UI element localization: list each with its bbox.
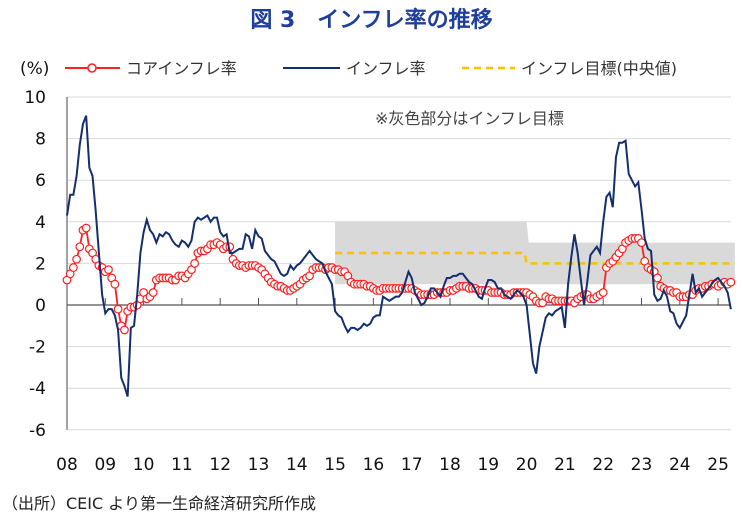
x-tick-label: 13 — [248, 455, 270, 475]
core-inflation-point — [598, 288, 608, 297]
x-tick-label: 10 — [133, 455, 155, 475]
x-tick-label: 12 — [209, 455, 231, 475]
x-tick-label: 20 — [516, 455, 538, 475]
x-tick-label: 19 — [477, 455, 499, 475]
core-inflation-point — [104, 265, 113, 275]
source-note: （出所）CEIC より第一生命経済研究所作成 — [2, 494, 316, 513]
legend-target-label: インフレ目標(中央値) — [521, 59, 677, 78]
y-tick-label: 6 — [35, 171, 46, 191]
x-tick-label: 17 — [401, 455, 423, 475]
core-inflation-point — [726, 277, 736, 287]
x-tick-label: 11 — [171, 455, 193, 475]
target-line — [335, 251, 735, 265]
core-inflation-point — [653, 273, 662, 283]
core-inflation-point — [120, 325, 129, 335]
y-tick-label: 0 — [35, 296, 46, 316]
x-tick-label: 18 — [439, 455, 461, 475]
gridlines: 10 8 6 4 2 0 -2 -4 -6 — [24, 88, 731, 441]
y-tick-label: -6 — [29, 421, 46, 441]
core-inflation-point — [81, 223, 91, 233]
core-inflation-point — [68, 263, 78, 272]
legend-core-marker — [87, 63, 97, 73]
x-tick-label: 14 — [286, 455, 308, 475]
y-tick-label: 4 — [35, 213, 46, 233]
core-inflation-point — [113, 304, 123, 314]
x-tick-label: 25 — [707, 455, 729, 475]
target-median-line — [335, 251, 735, 265]
x-tick-label: 08 — [56, 455, 78, 475]
y-axis-unit: (%) — [20, 59, 49, 79]
axes: 08 09 10 11 12 13 14 15 16 17 18 19 20 21 22 23 24 25 — [56, 97, 731, 475]
x-tick-label: 21 — [554, 455, 576, 475]
y-tick-label: -2 — [29, 338, 46, 358]
series-lines — [62, 115, 736, 397]
core-inflation-point — [148, 288, 158, 297]
legend-headline-label: インフレ率 — [346, 59, 426, 78]
x-tick-label: 23 — [631, 455, 653, 475]
legend-core-label: コアインフレ率 — [126, 59, 237, 78]
target-band-area — [335, 221, 735, 285]
core-inflation-point — [110, 279, 120, 289]
y-tick-label: 2 — [35, 254, 46, 274]
target-band — [335, 221, 735, 285]
legend: (%) コアインフレ率 インフレ率 インフレ目標(中央値) — [20, 59, 677, 79]
x-tick-label: 09 — [94, 455, 116, 475]
y-tick-label: -4 — [29, 379, 46, 399]
x-tick-label: 24 — [669, 455, 691, 475]
x-tick-label: 15 — [324, 455, 346, 475]
y-tick-label: 10 — [24, 88, 46, 108]
y-tick-label: 8 — [35, 130, 46, 150]
x-tick-label: 16 — [363, 455, 385, 475]
chart-title: 図 3 インフレ率の推移 — [250, 8, 493, 33]
core-inflation-point — [72, 254, 81, 264]
core-inflation-point — [190, 259, 200, 268]
headline-inflation-line — [66, 115, 732, 397]
core-inflation-point — [75, 242, 85, 252]
x-tick-label: 22 — [592, 455, 614, 475]
band-annotation: ※灰色部分はインフレ目標 — [375, 109, 564, 128]
